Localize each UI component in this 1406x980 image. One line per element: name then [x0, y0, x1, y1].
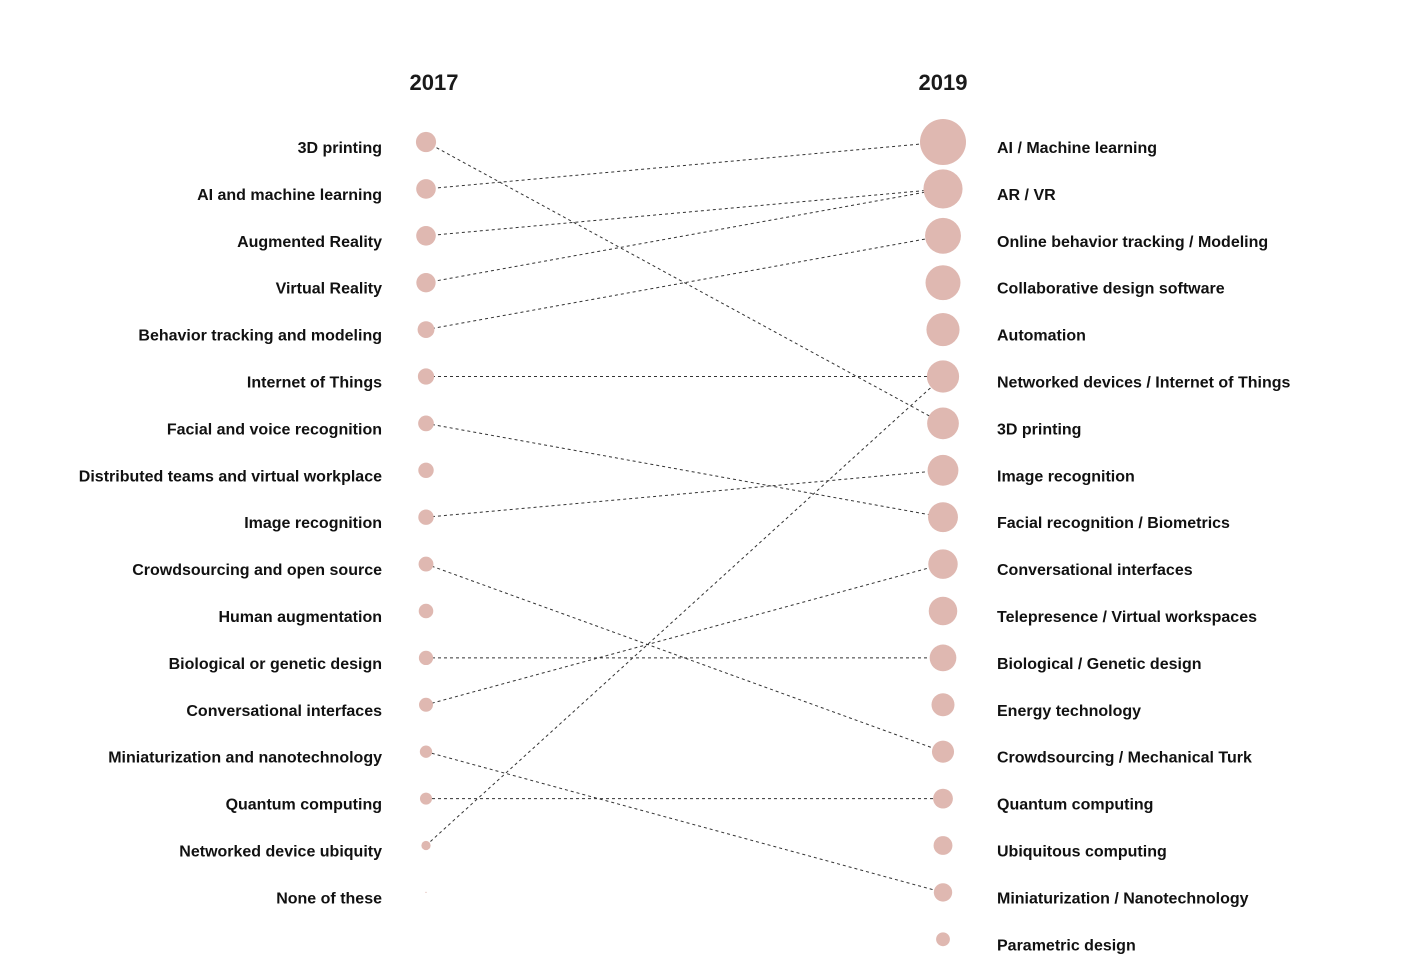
- dot-2019-image-recognition: [927, 454, 959, 486]
- connector-line: [425, 751, 944, 893]
- dot-2017-miniaturization-and-nanotechnology: [419, 745, 433, 758]
- dot-2019-ubiquitous-computing: [933, 836, 953, 855]
- dot-2017-none-of-these: [425, 891, 427, 894]
- dot-2019-energy-technology: [931, 693, 955, 717]
- label-2019-ubiquitous-computing: Ubiquitous computing: [997, 844, 1167, 861]
- dot-2017-biological-or-genetic-design: [418, 650, 434, 666]
- connector-line: [425, 422, 944, 518]
- dot-markers: [415, 119, 966, 947]
- dot-2019-ai-machine-learning: [920, 119, 966, 165]
- dot-2019-online-behavior-tracking-modeling: [925, 217, 961, 254]
- dot-2019-automation: [926, 313, 960, 347]
- label-2017-networked-device-ubiquity: Networked device ubiquity: [179, 844, 382, 861]
- label-2019-networked-devices-internet-of-things: Networked devices / Internet of Things: [997, 375, 1290, 392]
- dot-2017-image-recognition: [418, 509, 434, 525]
- label-2019-automation: Automation: [997, 328, 1086, 345]
- dot-2019-crowdsourcing-mechanical-turk: [931, 740, 955, 763]
- label-2019-image-recognition: Image recognition: [997, 468, 1135, 485]
- dot-2019-facial-recognition-biometrics: [928, 502, 958, 533]
- dot-2019-collaborative-design-software: [925, 265, 961, 301]
- column-header-2017: 2017: [410, 70, 459, 95]
- item-labels: 3D printing AI and machine learning Augmen…: [79, 140, 1291, 954]
- dot-2019-ar-vr: [923, 169, 963, 209]
- dot-2017-ai-and-machine-learning: [416, 179, 436, 199]
- label-2019-conversational-interfaces: Conversational interfaces: [997, 562, 1193, 579]
- label-2019-miniaturization-nanotechnology: Miniaturization / Nanotechnology: [997, 890, 1249, 907]
- label-2019-3d-printing: 3D printing: [997, 421, 1081, 438]
- dot-2017-facial-and-voice-recognition: [418, 415, 434, 432]
- label-2017-image-recognition: Image recognition: [244, 515, 382, 532]
- label-2017-human-augmentation: Human augmentation: [218, 609, 382, 626]
- label-2019-parametric-design: Parametric design: [997, 937, 1136, 954]
- label-2017-quantum-computing: Quantum computing: [226, 797, 382, 814]
- label-2017-facial-and-voice-recognition: Facial and voice recognition: [167, 421, 382, 438]
- label-2019-online-behavior-tracking-modeling: Online behavior tracking / Modeling: [997, 234, 1268, 251]
- label-2019-ai-machine-learning: AI / Machine learning: [997, 140, 1157, 157]
- dot-2017-crowdsourcing-and-open-source: [418, 556, 434, 572]
- label-2017-conversational-interfaces: Conversational interfaces: [186, 703, 382, 720]
- dot-2017-networked-device-ubiquity: [421, 840, 431, 851]
- column-header-2019: 2019: [919, 70, 968, 95]
- dot-2017-virtual-reality: [416, 273, 436, 293]
- label-2017-behavior-tracking-and-modeling: Behavior tracking and modeling: [138, 328, 382, 345]
- label-2017-miniaturization-and-nanotechnology: Miniaturization and nanotechnology: [108, 750, 382, 767]
- dot-2019-conversational-interfaces: [928, 549, 958, 579]
- label-2017-ai-and-machine-learning: AI and machine learning: [197, 187, 382, 204]
- label-2019-crowdsourcing-mechanical-turk: Crowdsourcing / Mechanical Turk: [997, 750, 1252, 767]
- label-2017-internet-of-things: Internet of Things: [247, 375, 382, 392]
- connector-line: [425, 188, 944, 237]
- label-2019-telepresence-virtual-workspaces: Telepresence / Virtual workspaces: [997, 609, 1257, 626]
- dot-2019-telepresence-virtual-workspaces: [928, 596, 958, 626]
- dot-2017-augmented-reality: [416, 226, 436, 246]
- dot-2019-networked-devices-internet-of-things: [926, 360, 960, 393]
- connector-line: [425, 563, 944, 753]
- dot-2017-3d-printing: [415, 131, 437, 153]
- label-2017-3d-printing: 3D printing: [298, 140, 382, 157]
- dot-2017-human-augmentation: [418, 603, 434, 619]
- label-2017-none-of-these: None of these: [276, 890, 382, 907]
- dot-2017-conversational-interfaces: [419, 697, 433, 712]
- dot-2019-biological-genetic-design: [929, 644, 957, 672]
- connector-line: [425, 141, 944, 190]
- label-2017-crowdsourcing-and-open-source: Crowdsourcing and open source: [132, 562, 382, 579]
- label-2019-energy-technology: Energy technology: [997, 703, 1141, 720]
- label-2017-distributed-teams-and-virtual-workplace: Distributed teams and virtual workplace: [79, 468, 382, 485]
- label-2019-ar-vr: AR / VR: [997, 187, 1056, 204]
- connector-line: [425, 469, 944, 518]
- connector-line: [425, 376, 944, 846]
- dot-2019-quantum-computing: [933, 788, 953, 809]
- dot-2017-distributed-teams-and-virtual-workplace: [418, 462, 434, 478]
- label-2017-biological-or-genetic-design: Biological or genetic design: [169, 656, 382, 673]
- label-2019-quantum-computing: Quantum computing: [997, 797, 1153, 814]
- dot-2019-miniaturization-nanotechnology: [933, 883, 953, 902]
- connector-lines: [425, 141, 944, 893]
- dot-2019-3d-printing: [927, 407, 959, 440]
- connector-line: [425, 141, 944, 424]
- connector-line: [425, 188, 944, 284]
- label-2019-collaborative-design-software: Collaborative design software: [997, 281, 1225, 298]
- label-2019-biological-genetic-design: Biological / Genetic design: [997, 656, 1201, 673]
- dot-2019-parametric-design: [936, 932, 950, 947]
- dot-2017-quantum-computing: [419, 792, 433, 805]
- label-2017-augmented-reality: Augmented Reality: [237, 234, 382, 251]
- dot-2017-internet-of-things: [417, 368, 435, 385]
- label-2017-virtual-reality: Virtual Reality: [276, 281, 383, 298]
- label-2019-facial-recognition-biometrics: Facial recognition / Biometrics: [997, 515, 1230, 532]
- dot-2017-behavior-tracking-and-modeling: [417, 321, 435, 338]
- connector-line: [425, 563, 944, 706]
